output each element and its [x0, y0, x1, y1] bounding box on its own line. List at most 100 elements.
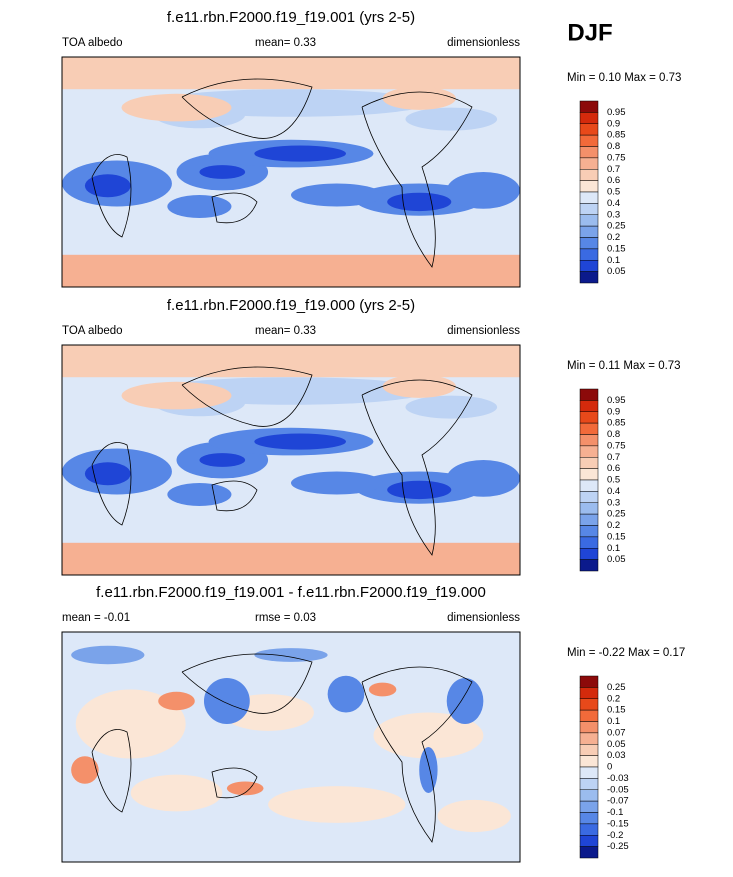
ocean-min: [84, 462, 131, 486]
snow: [121, 381, 232, 410]
left-label: mean = -0.01: [62, 612, 130, 624]
colorbar-label: 0.1: [607, 716, 620, 727]
colorbar-box: [579, 536, 599, 549]
ocean-min: [387, 192, 452, 212]
colorbar-box: [579, 698, 599, 711]
colorbar-box: [579, 157, 599, 170]
map-frame: [61, 344, 521, 576]
colorbar-label: 0.8: [607, 429, 620, 440]
map-field: [62, 57, 520, 287]
negative: [446, 678, 484, 724]
right-label: dimensionless: [447, 37, 520, 49]
colorbar-label: 0.1: [607, 255, 620, 266]
positive: [437, 799, 511, 833]
colorbar-box: [579, 146, 599, 159]
colorbar-box: [579, 709, 599, 722]
positive: [373, 712, 484, 759]
colorbar-label: 0.05: [607, 554, 626, 565]
colorbar-box: [579, 123, 599, 136]
colorbar-label: 0: [607, 762, 612, 773]
colorbar-box: [579, 260, 599, 272]
map: [61, 56, 521, 288]
colorbar-label: 0.25: [607, 221, 626, 232]
colorbar-box: [579, 457, 599, 469]
map-field: [62, 632, 520, 862]
colorbar-box: [579, 203, 599, 215]
colorbar-box: [579, 778, 599, 790]
colorbar-box: [579, 180, 599, 193]
colorbar-label: -0.1: [607, 807, 623, 818]
colorbar-label: 0.2: [607, 693, 620, 704]
colorbar-box: [579, 400, 599, 412]
negative: [327, 675, 365, 713]
colorbar-label: 0.25: [607, 509, 626, 520]
colorbar-box: [579, 502, 599, 515]
colorbar-label: 0.2: [607, 520, 620, 531]
colorbar-box: [579, 271, 599, 284]
cloud: [405, 107, 498, 131]
colorbar-label: 0.75: [607, 440, 626, 451]
map-frame: [61, 56, 521, 288]
ocean-low: [167, 483, 232, 506]
colorbar-label: 0.03: [607, 750, 626, 761]
colorbar-box: [579, 525, 599, 538]
colorbar-label: 0.7: [607, 452, 620, 463]
positive: [268, 786, 406, 823]
colorbar-label: 0.1: [607, 543, 620, 554]
ocean-low: [446, 172, 520, 209]
colorbar-label: -0.07: [607, 796, 629, 807]
colorbar-label: -0.25: [607, 841, 629, 852]
colorbar-label: 0.85: [607, 418, 626, 429]
colorbar-label: 0.95: [607, 107, 626, 118]
negative-low: [71, 645, 145, 665]
colorbar-box: [579, 721, 599, 734]
positive-high: [71, 756, 99, 784]
positive: [130, 774, 223, 812]
colorbar-box: [579, 732, 599, 745]
colorbar-label: 0.3: [607, 497, 620, 508]
antarctic: [62, 254, 520, 287]
arctic: [62, 57, 520, 90]
colorbar-label: 0.5: [607, 475, 620, 486]
arctic: [62, 345, 520, 378]
colorbar-box: [579, 823, 599, 836]
colorbar-label: 0.15: [607, 243, 626, 254]
ocean-min: [84, 174, 131, 198]
ocean-min: [387, 480, 452, 500]
colorbar-label: 0.6: [607, 175, 620, 186]
center-label: mean= 0.33: [255, 325, 316, 337]
snow: [121, 93, 232, 122]
colorbar-label: 0.4: [607, 486, 620, 497]
colorbar-label: 0.25: [607, 682, 626, 693]
colorbar-label: 0.95: [607, 395, 626, 406]
coastline: [91, 366, 473, 556]
colorbar-box: [579, 846, 599, 859]
colorbar-label: 0.05: [607, 266, 626, 277]
colorbar-label: -0.15: [607, 818, 629, 829]
ocean-low: [291, 183, 383, 207]
colorbar-label: 0.9: [607, 406, 620, 417]
positive-high: [158, 691, 195, 711]
ocean-min: [199, 453, 246, 467]
colorbar-box: [579, 687, 599, 699]
negative-low: [254, 648, 328, 662]
colorbar-box: [579, 100, 599, 113]
colorbar-label: 0.8: [607, 141, 620, 152]
colorbar-box: [579, 248, 599, 261]
ocean-min: [199, 165, 246, 179]
ocean-low: [291, 471, 383, 495]
colorbar-box: [579, 214, 599, 227]
min-max: Min = 0.11 Max = 0.73: [567, 360, 681, 372]
colorbar-box: [579, 835, 599, 847]
colorbar-box: [579, 411, 599, 424]
min-max: Min = 0.10 Max = 0.73: [567, 72, 681, 84]
colorbar-box: [579, 675, 599, 688]
map-field: [62, 345, 520, 575]
cloud: [405, 395, 498, 419]
ocean-low: [446, 460, 520, 497]
center-label: rmse = 0.03: [255, 612, 316, 624]
colorbar-box: [579, 445, 599, 458]
colorbar-box: [579, 800, 599, 813]
ocean-min: [254, 433, 346, 450]
